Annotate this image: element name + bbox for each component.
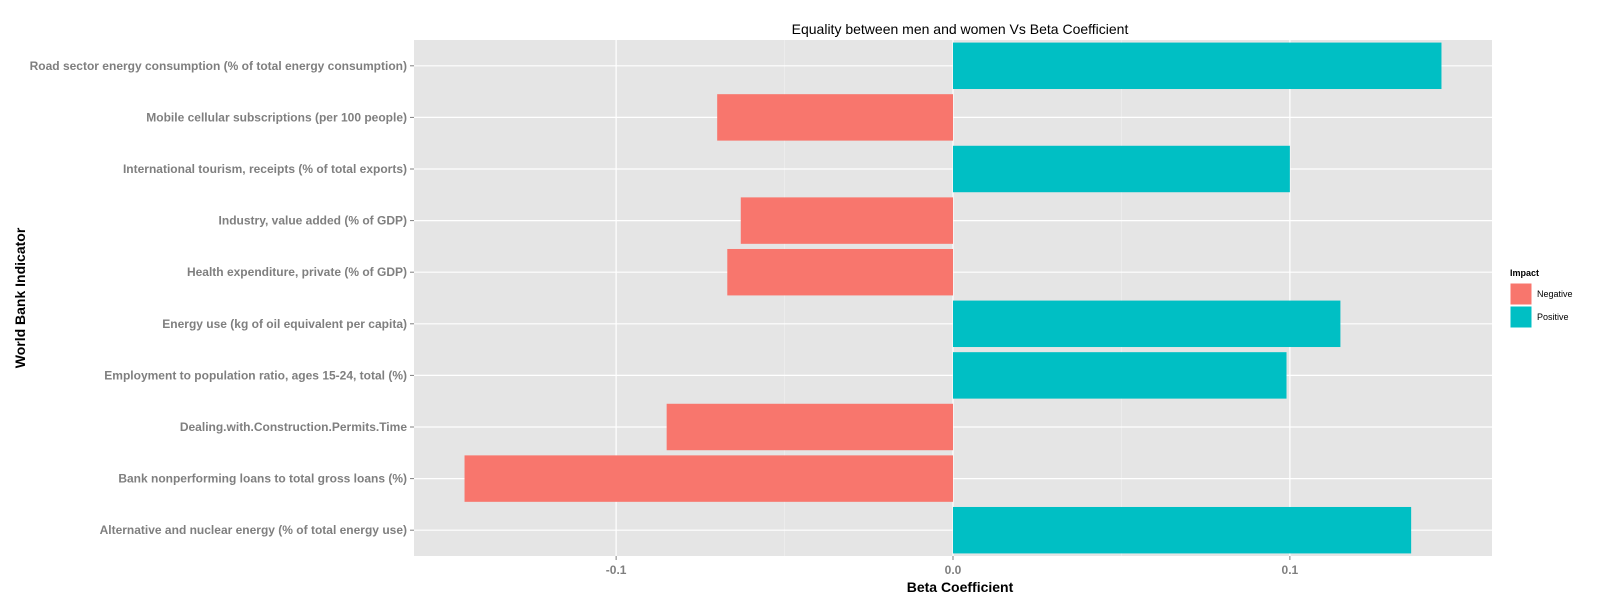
legend-entries: Negative Positive [1509, 282, 1573, 329]
y-tick-label: Dealing.with.Construction.Permits.Time [180, 420, 407, 434]
x-tick-label: 0.0 [945, 563, 962, 577]
y-axis-title: World Bank Indicator [12, 227, 28, 368]
legend-title: Impact [1510, 268, 1539, 278]
bar-negative [464, 455, 953, 502]
legend-key-negative [1509, 282, 1533, 306]
bar-negative [717, 94, 953, 141]
y-tick-label: Alternative and nuclear energy (% of tot… [100, 523, 407, 537]
y-tick-label: Industry, value added (% of GDP) [219, 214, 407, 228]
y-tick-label: Mobile cellular subscriptions (per 100 p… [146, 110, 407, 124]
bar-positive [953, 145, 1290, 193]
bar-negative [740, 197, 953, 244]
y-tick-label: Road sector energy consumption (% of tot… [30, 59, 407, 73]
legend: Impact Negative Positive [1509, 268, 1573, 329]
y-tick-label: Energy use (kg of oil equivalent per cap… [162, 317, 407, 331]
y-axis: Road sector energy consumption (% of tot… [30, 59, 414, 537]
x-tick-label: -0.1 [606, 563, 627, 577]
y-tick-label: Health expenditure, private (% of GDP) [187, 265, 407, 279]
bar-negative [666, 403, 953, 451]
x-axis: -0.1 0.0 0.1 [606, 556, 1299, 577]
chart-title: Equality between men and women Vs Beta C… [792, 21, 1129, 37]
y-tick-label: Bank nonperforming loans to total gross … [118, 472, 407, 486]
legend-label-negative: Negative [1537, 289, 1573, 299]
y-tick-label: Employment to population ratio, ages 15-… [104, 368, 407, 382]
legend-key-positive [1509, 305, 1533, 329]
bars-layer [464, 42, 1442, 554]
y-tick-label: International tourism, receipts (% of to… [123, 162, 407, 176]
bar-positive [953, 352, 1287, 399]
x-axis-title: Beta Coefficient [907, 579, 1014, 595]
bar-negative [727, 248, 953, 296]
bar-positive [953, 42, 1442, 90]
bar-positive [953, 300, 1341, 348]
bar-positive [953, 506, 1412, 554]
x-tick-label: 0.1 [1282, 563, 1299, 577]
legend-label-positive: Positive [1537, 312, 1569, 322]
